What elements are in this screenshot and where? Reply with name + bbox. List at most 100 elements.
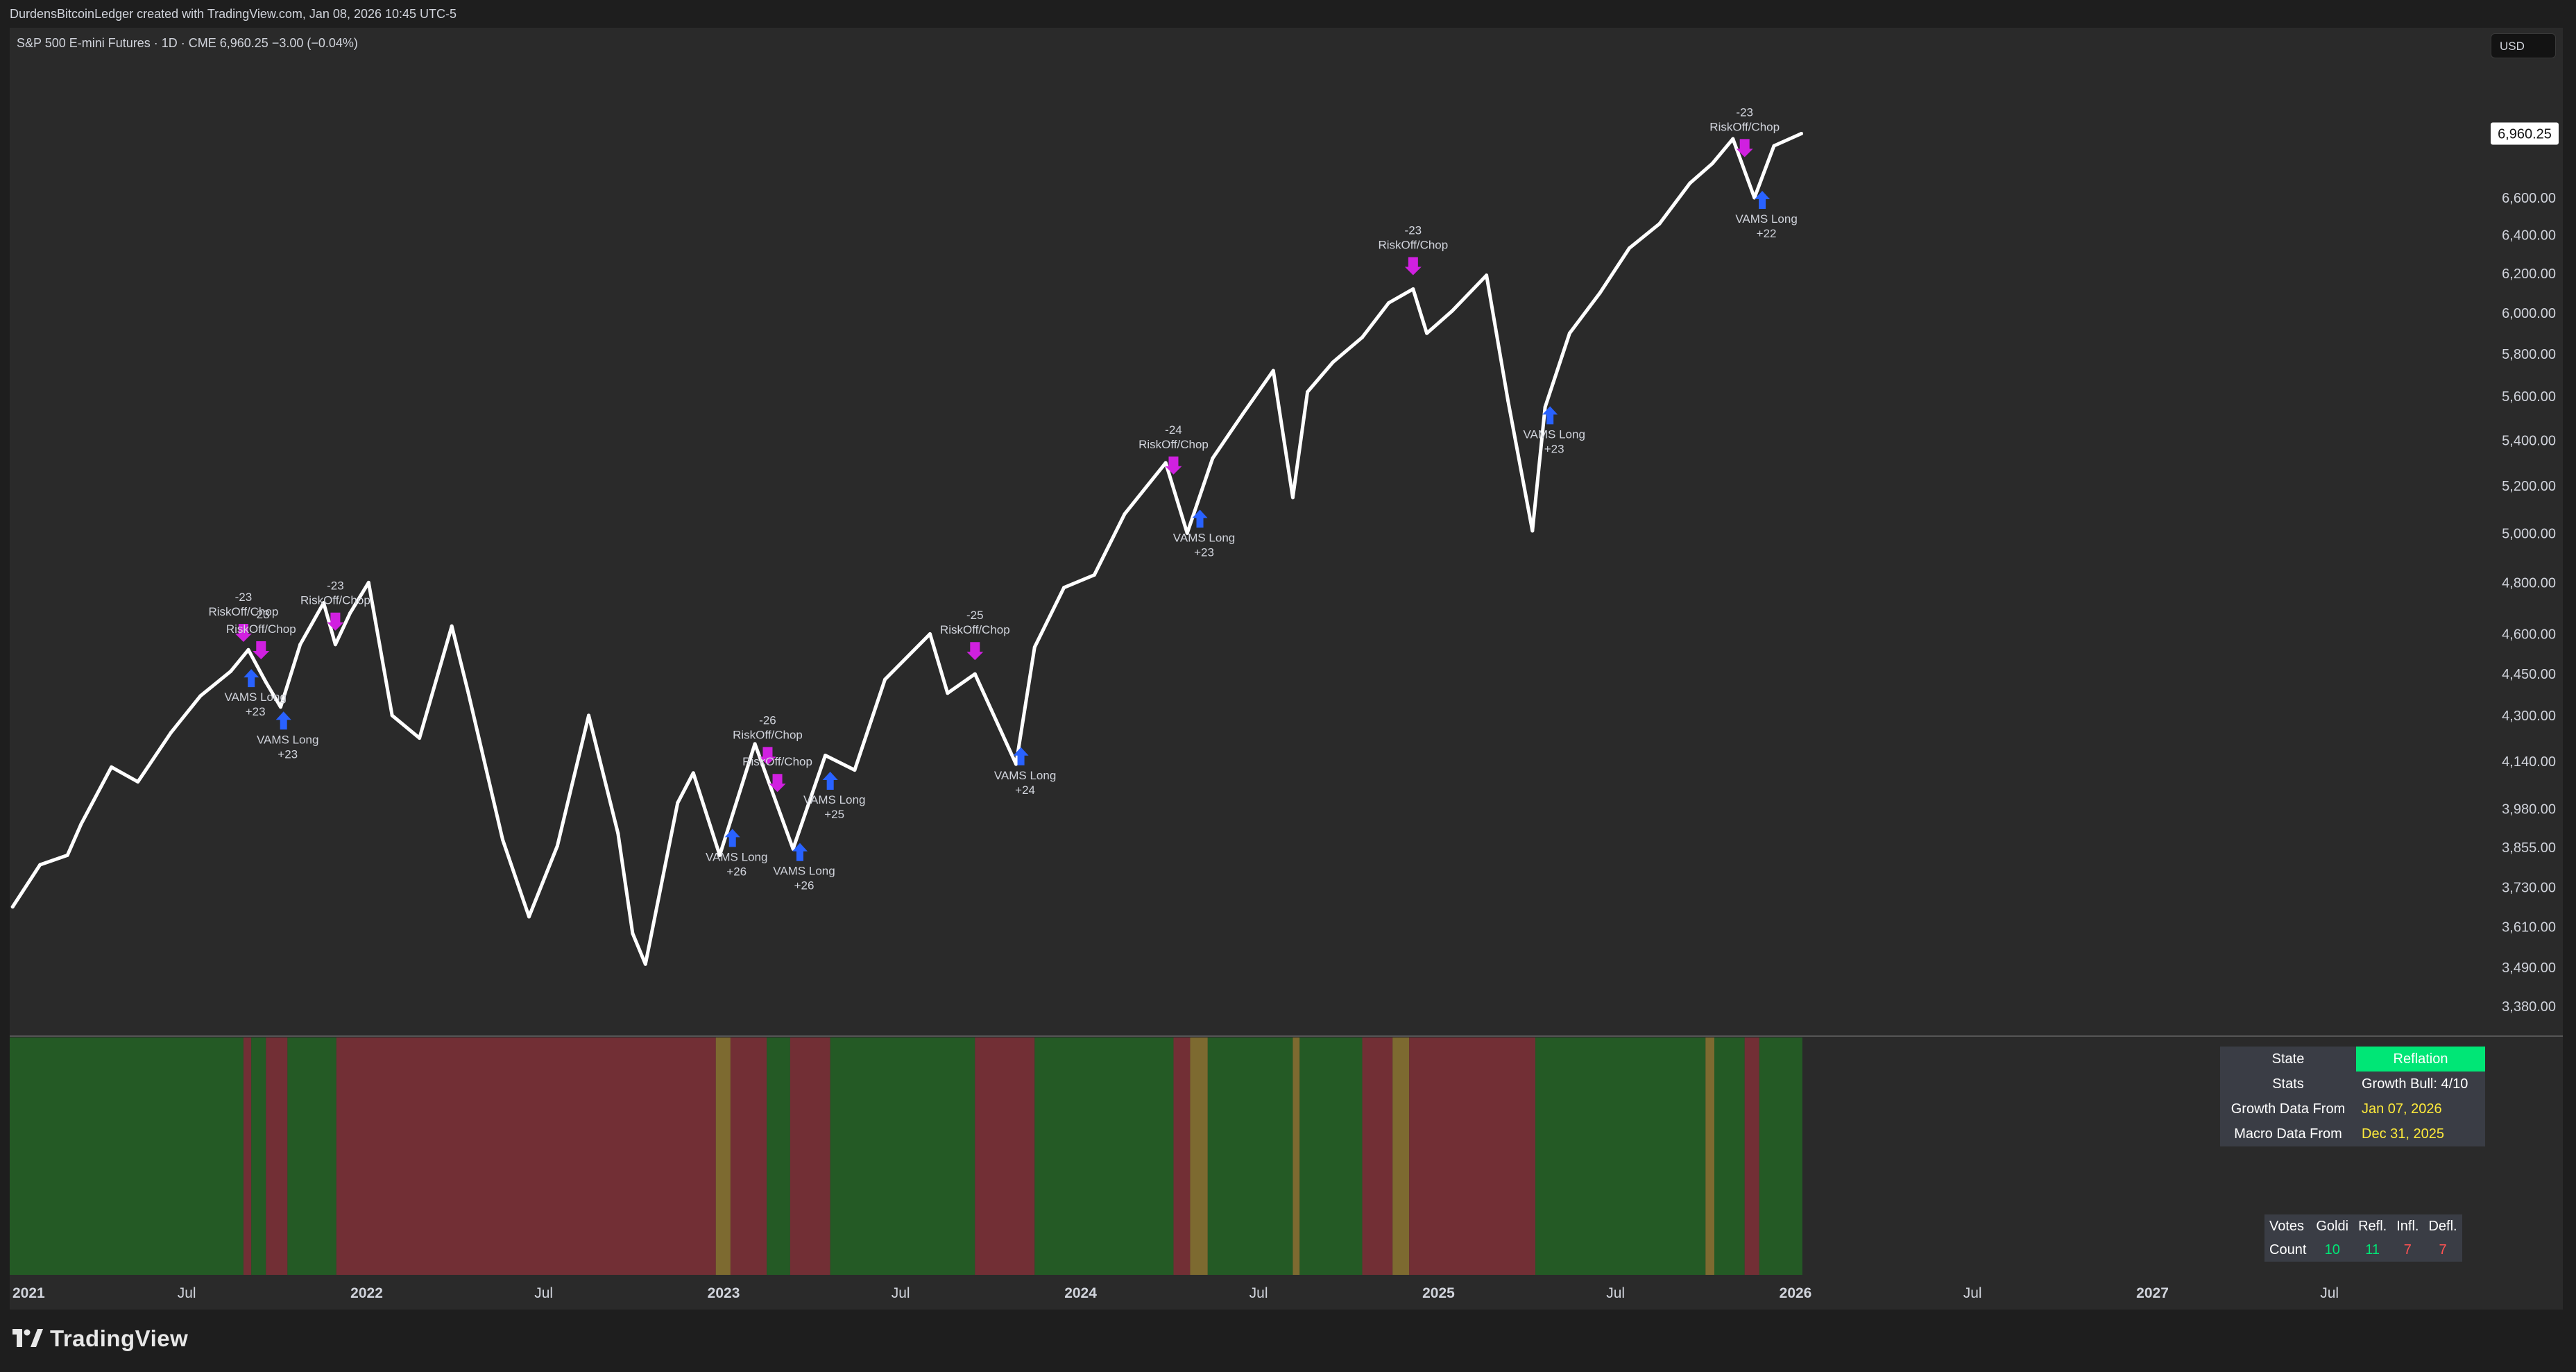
price-point (1062, 586, 1066, 590)
price-point (1185, 531, 1189, 535)
regime-band (730, 1038, 767, 1275)
regime-band (1714, 1038, 1745, 1275)
long-arrow-icon (244, 669, 259, 688)
votes-count-cell: 11 (2353, 1238, 2392, 1262)
votes-count-label: Count (2264, 1238, 2312, 1262)
riskoff-label: -23 (1405, 223, 1422, 237)
regime-band (1744, 1038, 1759, 1275)
x-tick-label: Jul (178, 1285, 196, 1301)
state-row-label: Stats (2220, 1072, 2356, 1096)
price-point (298, 643, 302, 647)
regime-band (830, 1038, 975, 1275)
state-row-value: Reflation (2356, 1047, 2485, 1072)
price-point (79, 822, 83, 827)
price-point (883, 677, 887, 681)
last-price-badge (2491, 122, 2559, 145)
riskoff-label: RiskOff/Chop (742, 755, 812, 768)
votes-header-cell: Votes (2264, 1214, 2312, 1238)
price-point (450, 624, 454, 628)
riskoff-arrow-icon (234, 623, 252, 642)
price-point (466, 691, 470, 695)
price-point (1772, 144, 1776, 148)
credit-text: DurdensBitcoinLedger created with Tradin… (10, 7, 457, 21)
state-row-value: Dec 31, 2025 (2356, 1121, 2485, 1146)
votes-header-row: Votes Goldi Refl. Infl. Defl. (2264, 1214, 2462, 1238)
riskoff-arrow-icon (1165, 456, 1182, 475)
price-point (1425, 331, 1429, 335)
symbol-legend[interactable]: S&P 500 E-mini Futures · 1D · CME 6,960.… (17, 36, 358, 50)
y-tick-label: 4,800.00 (2502, 575, 2556, 591)
riskoff-label: -23 (1736, 105, 1753, 119)
x-tick-label: 2025 (1422, 1285, 1455, 1301)
riskoff-label: RiskOff/Chop (1138, 438, 1209, 451)
top-bar: DurdensBitcoinLedger created with Tradin… (0, 0, 2576, 28)
price-point (1506, 398, 1510, 403)
votes-table: Votes Goldi Refl. Infl. Defl. Count 10 11 7 7 (2264, 1214, 2462, 1262)
regime-band (1293, 1038, 1300, 1275)
regime-band (1535, 1038, 1706, 1275)
price-point (1163, 461, 1168, 465)
currency-button[interactable]: USD (2491, 33, 2556, 58)
price-point (616, 831, 620, 836)
y-tick-label: 5,400.00 (2502, 433, 2556, 448)
riskoff-arrow-icon (966, 642, 984, 661)
price-point (1092, 573, 1096, 577)
x-tick-label: Jul (1249, 1285, 1268, 1301)
regime-band (287, 1038, 336, 1275)
long-label: VAMS Long (803, 793, 865, 806)
riskoff-arrow-icon (759, 747, 776, 765)
price-point (110, 765, 114, 769)
price-point (946, 691, 950, 695)
long-arrow-icon (275, 711, 291, 730)
price-point (1567, 331, 1571, 335)
price-point (1450, 309, 1454, 313)
price-point (853, 768, 857, 772)
riskoff-label: RiskOff/Chop (1709, 120, 1780, 133)
chart-svg[interactable]: -23RiskOff/Chop-23RiskOff/Chop-23RiskOff… (0, 0, 2576, 1310)
votes-count-cell: 10 (2311, 1238, 2354, 1262)
price-point (366, 580, 370, 584)
price-point (1032, 645, 1037, 650)
time-axis: 2021 Jul 2022 Jul 2023 Jul 2024 Jul 2025 Jul 2026 J… (12, 1285, 2339, 1301)
brand-name: TradingView (50, 1326, 189, 1351)
riskoff-label: -23 (235, 591, 253, 604)
price-point (1290, 496, 1295, 500)
long-label: +22 (1757, 227, 1777, 240)
price-point (691, 771, 695, 775)
riskoff-label: RiskOff/Chop (940, 623, 1010, 636)
price-point (587, 713, 591, 718)
tradingview-logo[interactable]: TradingView (12, 1326, 188, 1352)
price-point (1530, 529, 1535, 533)
votes-header-cell: Infl. (2391, 1214, 2424, 1238)
price-axis: 3,380.00 3,490.00 3,610.00 3,730.00 3,855.00… (2502, 191, 2556, 1015)
price-point (10, 905, 15, 909)
x-tick-label: 2022 (350, 1285, 383, 1301)
last-price-label: 6,960.25 (2498, 127, 2552, 142)
votes-count-cell: 7 (2391, 1238, 2424, 1262)
votes-header-cell: Refl. (2353, 1214, 2392, 1238)
price-point (824, 754, 828, 758)
votes-header-cell: Defl. (2423, 1214, 2462, 1238)
price-point (38, 863, 42, 867)
price-point (1731, 137, 1735, 141)
y-tick-label: 3,490.00 (2502, 960, 2556, 976)
long-label: VAMS Long (1735, 212, 1797, 226)
riskoff-label: -23 (327, 579, 344, 593)
x-tick-label: 2026 (1780, 1285, 1812, 1301)
price-point (1387, 300, 1391, 305)
regime-band (336, 1038, 716, 1275)
price-point (1331, 360, 1335, 364)
riskoff-label: -23 (253, 608, 270, 621)
price-point (928, 632, 932, 636)
price-point (1123, 512, 1127, 516)
price-point (136, 780, 140, 784)
x-tick-label: Jul (1963, 1285, 1982, 1301)
price-point (1799, 132, 1803, 136)
x-tick-label: Jul (892, 1285, 910, 1301)
regime-band (243, 1038, 252, 1275)
long-label: +23 (246, 705, 266, 718)
x-tick-label: 2023 (708, 1285, 740, 1301)
riskoff-arrow-icon (327, 612, 344, 631)
price-point (643, 962, 647, 966)
regime-band (790, 1038, 830, 1275)
